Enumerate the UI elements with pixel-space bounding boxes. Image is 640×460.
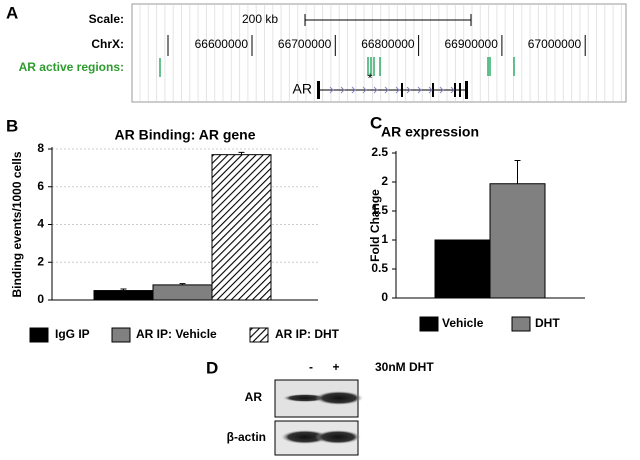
- axis: [395, 151, 585, 299]
- legend-label: DHT: [535, 316, 560, 330]
- legend-swatch: [29, 327, 49, 343]
- panel-letter: C: [370, 113, 382, 132]
- blot-band: [315, 430, 361, 444]
- gene-chevron: [406, 86, 411, 94]
- lane-label: +: [332, 360, 339, 374]
- legend-swatch: [249, 327, 269, 343]
- axis: [51, 147, 318, 301]
- y-tick-label: 1.5: [371, 203, 388, 217]
- gene-chevron: [395, 86, 400, 94]
- blot-row-label: AR: [245, 390, 263, 404]
- y-axis-label: Binding events/1000 cells: [10, 151, 24, 297]
- gene-chevron: [439, 86, 444, 94]
- legend-swatch: [419, 316, 439, 332]
- y-tick-label: 2.5: [371, 145, 388, 159]
- bar: [211, 154, 272, 301]
- blot-band: [283, 394, 327, 402]
- legend-label: Vehicle: [442, 316, 484, 330]
- legend-swatch: [511, 316, 531, 332]
- coordinate-label: 66800000: [361, 37, 415, 51]
- gene-chevron: [417, 86, 422, 94]
- y-tick-label: 4: [37, 217, 44, 231]
- y-tick-label: 0.5: [371, 261, 388, 275]
- genome-browser: Scale: 200 kb ChrX: AR active regions: *…: [19, 3, 627, 103]
- gene-chevron: [428, 86, 433, 94]
- blot-band: [281, 430, 329, 444]
- legend-label: AR IP: DHT: [275, 327, 340, 341]
- y-tick-label: 2: [37, 254, 44, 268]
- y-tick-label: 6: [37, 179, 44, 193]
- coordinate-label: 66700000: [278, 37, 332, 51]
- y-axis-label: Fold Change: [368, 189, 382, 262]
- track-label: AR active regions:: [19, 60, 124, 74]
- chrom-label: ChrX:: [91, 37, 124, 51]
- gene-label: AR: [293, 81, 312, 97]
- treatment-label: 30nM DHT: [375, 360, 434, 374]
- scale-text: 200 kb: [242, 12, 278, 26]
- chart-title: AR Binding: AR gene: [114, 127, 255, 143]
- legend-swatch: [111, 327, 131, 343]
- bar: [152, 284, 213, 301]
- y-tick-label: 0: [37, 292, 44, 306]
- coordinate-label: 66900000: [445, 37, 499, 51]
- gene-chevron: [340, 86, 345, 94]
- panel-letter: D: [206, 358, 218, 377]
- legend-label: AR IP: Vehicle: [136, 327, 217, 341]
- error-bar: [238, 151, 245, 155]
- legend-label: IgG IP: [55, 327, 90, 341]
- coordinate-label: 66600000: [195, 37, 249, 51]
- error-bar: [179, 283, 186, 285]
- y-tick-label: 0: [381, 290, 388, 304]
- error-bar: [120, 288, 127, 291]
- gene-model: [317, 81, 468, 99]
- error-bar: [514, 160, 521, 184]
- active-regions: [159, 57, 515, 77]
- gene-chevron: [351, 86, 356, 94]
- coordinate-label: 67000000: [528, 37, 582, 51]
- blot-row-label: β-actin: [227, 430, 266, 444]
- gene-chevron: [450, 86, 455, 94]
- gene-chevron: [362, 86, 367, 94]
- scale-label: Scale:: [89, 12, 124, 26]
- lane-label: -: [309, 360, 313, 374]
- panel-letter: B: [6, 116, 18, 135]
- chart-title: AR expression: [381, 124, 479, 140]
- panel-letter: A: [6, 3, 18, 22]
- bar: [434, 239, 491, 299]
- y-tick-label: 8: [37, 141, 44, 155]
- gene-chevron: [329, 86, 334, 94]
- y-tick-label: 1: [381, 232, 388, 246]
- gene-chevron: [373, 86, 378, 94]
- scale-bar: [304, 14, 472, 26]
- western-blot: - + 30nM DHT AR β-actin: [227, 360, 434, 456]
- gene-chevron: [384, 86, 389, 94]
- blot-band: [315, 391, 363, 405]
- bar: [93, 290, 154, 301]
- bar: [489, 183, 546, 299]
- marker: *: [367, 70, 372, 85]
- y-tick-label: 2: [381, 174, 388, 188]
